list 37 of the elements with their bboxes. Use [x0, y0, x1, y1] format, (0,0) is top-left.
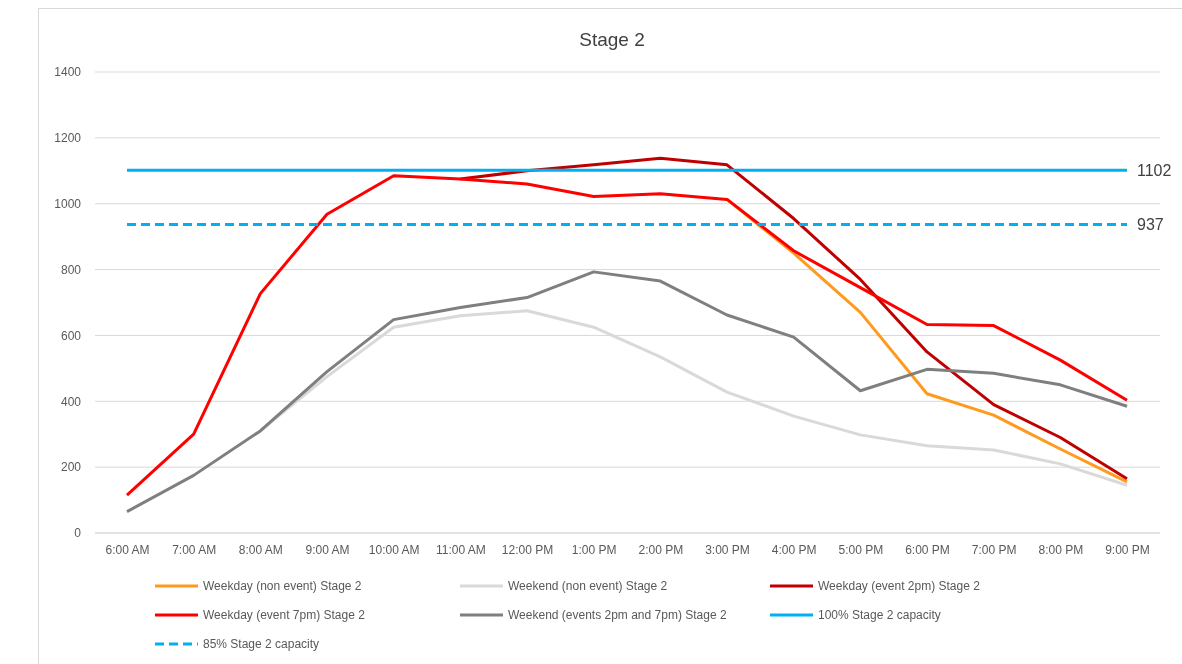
- data-label: 937: [1137, 216, 1164, 234]
- legend-label: Weekday (non event) Stage 2: [203, 579, 362, 593]
- legend-label: Weekend (non event) Stage 2: [508, 579, 668, 593]
- line-series: [458, 156, 1129, 481]
- x-tick-label: 8:00 PM: [1038, 542, 1084, 557]
- x-tick-label: 6:00 PM: [905, 542, 950, 557]
- x-tick-label: 10:00 AM: [368, 542, 420, 557]
- x-tick-label: 9:00 PM: [1105, 542, 1150, 557]
- legend-label: 100% Stage 2 capacity: [818, 608, 941, 622]
- y-tick-label: 200: [60, 460, 82, 475]
- x-tick-label: 1:00 PM: [571, 542, 617, 557]
- x-tick-label: 6:00 AM: [105, 542, 150, 557]
- x-tick-label: 2:00 PM: [638, 542, 684, 557]
- y-tick-label: 600: [60, 328, 82, 343]
- y-tick-label: 1000: [54, 197, 82, 212]
- y-tick-label: 400: [60, 394, 82, 409]
- x-tick-label: 8:00 AM: [238, 542, 283, 557]
- x-tick-label: 7:00 PM: [971, 542, 1017, 557]
- chart-title: Stage 2: [579, 29, 645, 50]
- x-tick-label: 4:00 PM: [771, 542, 817, 557]
- y-tick-label: 0: [74, 526, 82, 541]
- x-tick-label: 11:00 AM: [435, 542, 486, 557]
- x-tick-label: 12:00 PM: [501, 542, 554, 557]
- x-tick-label: 3:00 PM: [705, 542, 750, 557]
- y-tick-label: 1200: [54, 131, 82, 146]
- line-series: [125, 174, 1129, 497]
- x-tick-label: 9:00 AM: [305, 542, 350, 557]
- legend-label: Weekend (events 2pm and 7pm) Stage 2: [508, 608, 727, 622]
- legend-label: 85% Stage 2 capacity: [203, 637, 320, 651]
- legend-label: Weekday (event 2pm) Stage 2: [818, 579, 981, 593]
- line-series: [125, 270, 1129, 514]
- y-tick-label: 1400: [54, 65, 82, 80]
- data-label: 1102: [1137, 162, 1172, 180]
- y-tick-label: 800: [60, 262, 82, 277]
- legend-label: Weekday (event 7pm) Stage 2: [203, 608, 366, 622]
- x-tick-label: 7:00 AM: [172, 542, 217, 557]
- x-tick-label: 5:00 PM: [838, 542, 884, 557]
